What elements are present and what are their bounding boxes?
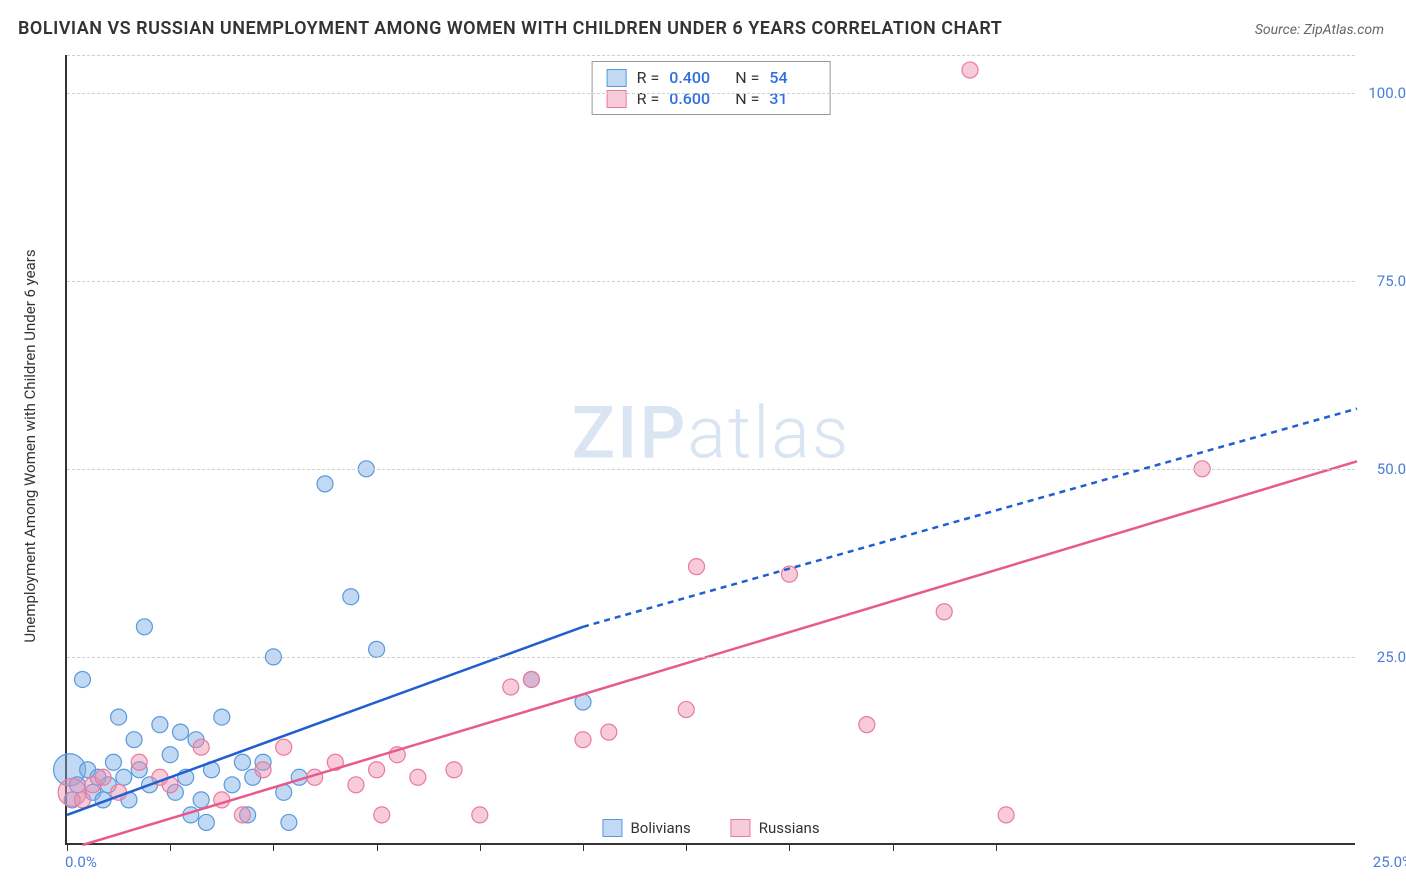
legend-item-bolivians: Bolivians (602, 819, 690, 837)
data-point (343, 589, 359, 605)
data-point (374, 807, 390, 823)
data-point (173, 724, 189, 740)
data-point (962, 62, 978, 78)
data-point (111, 709, 127, 725)
data-point (689, 559, 705, 575)
n-value-bolivians: 54 (769, 68, 815, 87)
data-point (255, 762, 271, 778)
data-point (193, 792, 209, 808)
data-point (276, 739, 292, 755)
stats-row-bolivians: R = 0.400 N = 54 (607, 68, 816, 87)
y-tick-label: 50.0% (1377, 460, 1406, 478)
swatch-bolivians-2 (602, 819, 622, 837)
trend-line (67, 627, 583, 815)
source-label: Source: ZipAtlas.com (1255, 22, 1384, 38)
data-point (214, 709, 230, 725)
legend-item-russians: Russians (731, 819, 820, 837)
data-point (116, 769, 132, 785)
data-point (193, 739, 209, 755)
x-axis-min-label: 0.0% (65, 853, 97, 871)
data-point (131, 754, 147, 770)
data-point (152, 717, 168, 733)
data-point (348, 777, 364, 793)
y-tick-label: 75.0% (1377, 272, 1406, 290)
data-point (317, 476, 333, 492)
data-point (95, 769, 111, 785)
data-point (859, 717, 875, 733)
chart-plot-area: ZIPatlas R = 0.400 N = 54 R = 0.600 N = … (65, 55, 1355, 845)
data-point (234, 754, 250, 770)
data-point (224, 777, 240, 793)
x-axis-max-label: 25.0% (1373, 853, 1406, 871)
data-point (410, 769, 426, 785)
data-point (601, 724, 617, 740)
bottom-legend: Bolivians Russians (602, 819, 819, 837)
data-point (281, 814, 297, 830)
data-point (678, 702, 694, 718)
data-point (575, 732, 591, 748)
data-point (105, 754, 121, 770)
data-point (472, 807, 488, 823)
chart-svg (67, 55, 1355, 843)
legend-label-russians: Russians (759, 819, 820, 837)
y-axis-label: Unemployment Among Women with Children U… (21, 249, 39, 642)
data-point (162, 747, 178, 763)
data-point (198, 814, 214, 830)
data-point (126, 732, 142, 748)
data-point (234, 807, 250, 823)
data-point (74, 671, 90, 687)
data-point (998, 807, 1014, 823)
data-point (523, 671, 539, 687)
y-tick-label: 100.0% (1368, 84, 1406, 102)
y-tick-label: 25.0% (1377, 648, 1406, 666)
chart-title: BOLIVIAN VS RUSSIAN UNEMPLOYMENT AMONG W… (18, 18, 1002, 39)
swatch-russians-2 (731, 819, 751, 837)
r-value-bolivians: 0.400 (669, 68, 715, 87)
data-point (503, 679, 519, 695)
data-point (446, 762, 462, 778)
legend-label-bolivians: Bolivians (630, 819, 690, 837)
data-point (136, 619, 152, 635)
data-point (369, 641, 385, 657)
data-point (369, 762, 385, 778)
data-point (74, 792, 90, 808)
stats-legend-box: R = 0.400 N = 54 R = 0.600 N = 31 (592, 61, 831, 115)
data-point (936, 604, 952, 620)
trend-line-ext (583, 409, 1357, 627)
swatch-bolivians (607, 69, 627, 87)
